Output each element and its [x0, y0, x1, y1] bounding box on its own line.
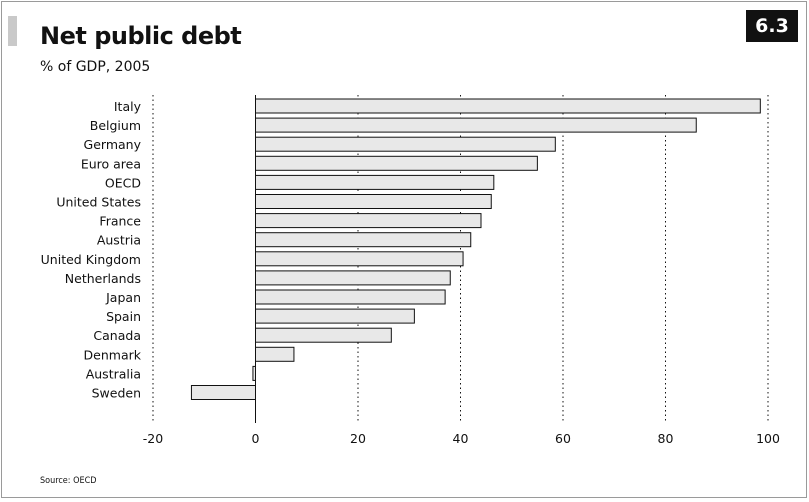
x-tick-label: 80 — [658, 431, 674, 446]
category-label: Netherlands — [65, 271, 141, 286]
chart-title: Net public debt — [40, 22, 242, 50]
x-tick-label: 100 — [756, 431, 780, 446]
category-label: Austria — [97, 233, 141, 248]
category-label: Italy — [114, 99, 142, 114]
bar — [255, 194, 492, 209]
category-label: Germany — [84, 137, 142, 152]
bar — [255, 270, 451, 286]
category-label: Canada — [93, 328, 141, 343]
source-note: Source: OECD — [40, 476, 97, 486]
bar — [255, 155, 538, 171]
category-label: France — [99, 214, 141, 229]
bar — [255, 213, 482, 229]
category-label: Denmark — [84, 347, 142, 362]
bar — [255, 98, 761, 114]
bar — [255, 251, 464, 267]
x-tick-label: 0 — [252, 431, 260, 446]
bar — [190, 385, 256, 400]
category-label: OECD — [105, 175, 141, 190]
category-label: Australia — [86, 366, 141, 381]
bar — [255, 308, 415, 324]
bar — [255, 174, 495, 190]
category-label: Belgium — [90, 118, 141, 133]
bar — [255, 327, 392, 343]
bar — [255, 232, 472, 248]
title-accent-bar — [8, 16, 17, 46]
category-label: United Kingdom — [41, 252, 141, 267]
category-label: Spain — [106, 309, 141, 324]
x-tick-label: 20 — [350, 431, 366, 446]
x-tick-label: 60 — [555, 431, 571, 446]
category-label: Japan — [105, 290, 141, 305]
x-tick-label: 40 — [453, 431, 469, 446]
chart-number-badge: 6.3 — [746, 10, 798, 42]
chart-subtitle: % of GDP, 2005 — [40, 59, 151, 75]
x-tick-label: -20 — [143, 431, 163, 446]
category-label: United States — [56, 195, 141, 210]
bar — [255, 136, 556, 152]
bar — [255, 289, 446, 305]
category-label: Sweden — [92, 386, 141, 401]
bar — [255, 117, 697, 133]
category-label: Euro area — [81, 156, 141, 171]
bar — [255, 346, 295, 362]
